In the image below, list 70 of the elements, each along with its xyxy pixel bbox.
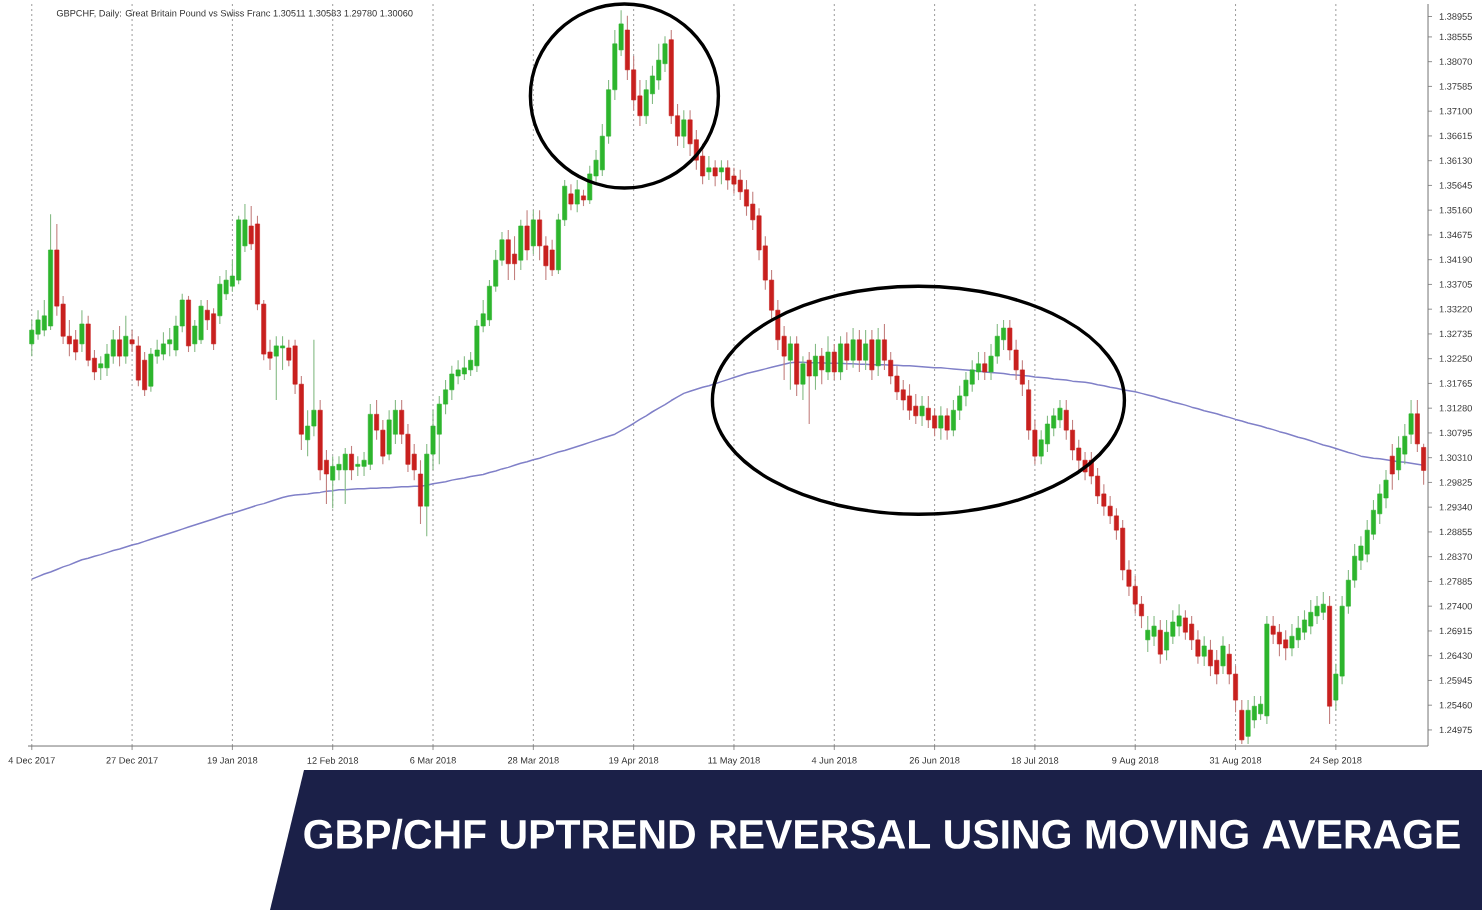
candlestick — [273, 335, 279, 401]
candlestick — [355, 455, 361, 477]
candlestick — [844, 331, 850, 371]
candlestick — [806, 351, 812, 425]
candlestick — [819, 347, 825, 385]
candlestick — [524, 209, 530, 261]
candlestick — [1145, 615, 1151, 653]
candlestick — [863, 329, 869, 371]
candlestick — [813, 343, 818, 391]
candlestick — [787, 335, 793, 391]
candlestick — [1151, 615, 1157, 647]
candlestick — [706, 155, 712, 181]
candlestick — [518, 219, 524, 271]
candlestick — [1283, 629, 1289, 661]
candlestick — [1289, 623, 1295, 657]
candlestick — [148, 347, 154, 393]
candlestick — [1157, 619, 1163, 665]
candlestick — [1389, 443, 1395, 491]
candlestick — [574, 179, 580, 213]
candlestick — [875, 327, 881, 377]
candlestick — [831, 343, 837, 381]
candlestick — [1057, 399, 1063, 429]
candlestick — [330, 455, 336, 509]
candlestick — [123, 315, 129, 365]
candlestick — [1245, 699, 1251, 745]
candlestick — [505, 229, 511, 281]
candlestick — [1208, 639, 1213, 677]
candlestick — [549, 239, 555, 277]
text: GBP/CHF UPTREND REVERSAL USING MOVING AVERAGE — [304, 818, 1460, 850]
candlestick — [280, 335, 285, 371]
candlestick — [1320, 591, 1326, 621]
candlestick — [825, 335, 831, 381]
candlestick — [1308, 599, 1314, 635]
candlestick — [1220, 635, 1226, 675]
candlestick — [342, 447, 348, 505]
candlestick — [117, 325, 122, 367]
candlestick — [731, 167, 737, 195]
candlestick — [794, 335, 800, 397]
candlestick — [512, 235, 517, 281]
candlestick — [530, 209, 536, 255]
candlestick — [938, 405, 944, 441]
candlestick — [217, 275, 223, 325]
candlestick — [1276, 623, 1282, 657]
candlestick — [725, 159, 731, 191]
candlestick — [907, 383, 912, 421]
candlestick — [211, 307, 217, 351]
candlestick — [800, 355, 806, 401]
candlestick — [925, 395, 931, 429]
candlestick — [838, 335, 843, 381]
candlestick — [982, 351, 988, 381]
candlestick — [568, 183, 574, 211]
candlestick — [1176, 603, 1182, 637]
candlestick — [186, 295, 191, 353]
candlestick — [718, 159, 724, 185]
candlestick — [1201, 635, 1207, 667]
candlestick — [161, 331, 166, 361]
candlestick — [198, 299, 204, 345]
candlestick — [856, 329, 862, 373]
candlestick — [869, 329, 875, 381]
candlestick — [167, 327, 173, 357]
candlestick — [919, 395, 925, 427]
candlestick — [944, 407, 950, 441]
candlestick — [1295, 615, 1301, 649]
candlestick — [850, 327, 856, 369]
candlestick — [98, 355, 104, 381]
candlestick — [79, 309, 85, 353]
candlestick — [349, 445, 354, 481]
candlestick — [461, 355, 467, 381]
candlestick — [681, 109, 687, 149]
candlestick — [712, 159, 718, 187]
